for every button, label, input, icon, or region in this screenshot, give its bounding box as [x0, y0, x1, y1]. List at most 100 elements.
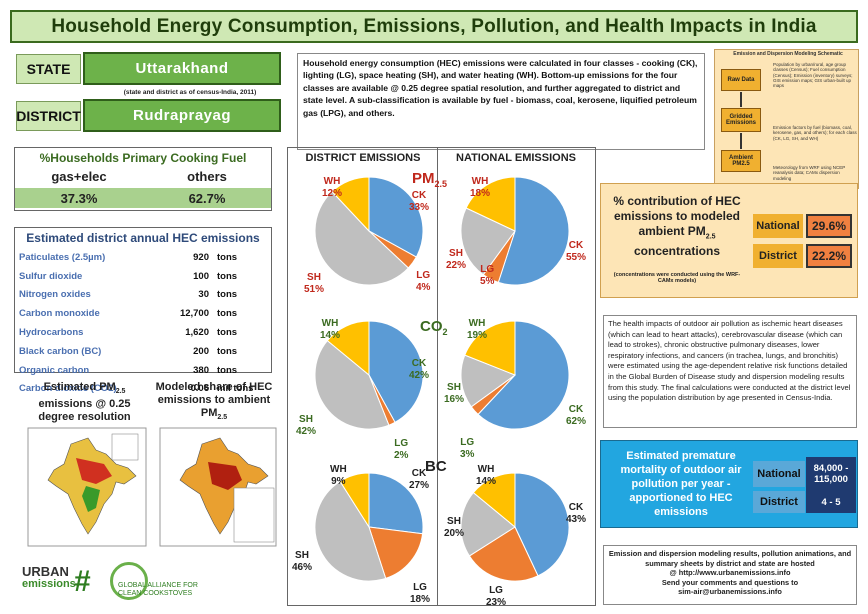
emissions-title: Estimated district annual HEC emissions [26, 231, 260, 245]
pie-label-ck: CK 27% [409, 468, 430, 491]
cooking-fuel-val2: 62.7% [188, 190, 226, 206]
cooking-fuel-val1: 37.3% [60, 190, 98, 206]
emission-row: Carbon monoxide 12,700 tons [19, 304, 267, 323]
contribution-national-value: 29.6% [806, 214, 852, 238]
pie-label-ck: CK 42% [409, 358, 430, 381]
pie-slice-wh [472, 472, 516, 529]
contribution-title: % contribution of HEC emissions to model… [613, 194, 741, 259]
mortality-national-label: National [753, 461, 805, 487]
pie-label-ck: CK 55% [566, 240, 587, 263]
district-emissions-header: DISTRICT EMISSIONS [305, 152, 421, 164]
pm-heading: PM2.5 [412, 170, 448, 189]
pie-label-ck: CK 33% [409, 190, 430, 213]
pie-slice-lg [468, 526, 539, 582]
emission-value: 920 [193, 251, 209, 263]
flowchart-title: Emission and Dispersion Modeling Schemat… [733, 51, 843, 57]
pie-label-lg: LG 2% [394, 438, 409, 461]
contribution-national-label: National [753, 214, 803, 238]
emission-name: Paticulates (2.5µm) [19, 251, 106, 263]
pie-slice-ck [368, 176, 424, 258]
emission-name: Nitrogen oxides [19, 289, 91, 301]
pie-label-lg: LG 3% [460, 437, 475, 460]
emission-row: Carbon dioxide (CO2) 0.06 mil tons [19, 380, 267, 399]
pie-label-sh: SH 42% [296, 414, 317, 437]
pie-slice-ck [477, 320, 570, 430]
pie-slice-sh [314, 190, 410, 286]
emission-unit: tons [217, 364, 238, 376]
emission-name: Organic carbon [19, 364, 90, 376]
emission-name: Black carbon (BC) [19, 345, 102, 357]
national-emissions-header: NATIONAL EMISSIONS [456, 152, 576, 164]
pie-label-wh: WH 12% [322, 176, 343, 199]
cooking-fuel-col2: others [187, 169, 227, 184]
flow-text-1: Population by urban/rural, age group cla… [773, 62, 853, 89]
flow-text-3: Meteorology from WRF using NCEP reanalys… [773, 165, 846, 181]
state-value: Uttarakhand [83, 52, 281, 85]
mortality-panel: Estimated premature mortality of outdoor… [600, 440, 858, 528]
mortality-district-label: District [753, 491, 805, 513]
emission-value: 1,620 [185, 327, 209, 339]
bc-heading: BC [425, 458, 447, 475]
mortality-district-value: 4 - 5 [806, 491, 856, 513]
mortality-national-value: 84,000 - 115,000 [806, 457, 856, 491]
pie-label-sh: SH 51% [304, 272, 325, 295]
emissions-panel: Estimated district annual HEC emissions … [14, 227, 272, 394]
flow-raw-data: Raw Data [721, 69, 761, 91]
pie-label-lg: LG 5% [480, 264, 495, 287]
pie-slice-sh [460, 354, 517, 408]
pie-label-sh: SH 46% [292, 550, 313, 573]
emission-unit: mil tons [217, 383, 254, 395]
emission-row: Nitrogen oxides 30 tons [19, 286, 267, 305]
pie-slice-ck [368, 472, 424, 535]
gacc-logo-text: GLOBAL ALLIANCE FOR CLEAN COOKSTOVES [118, 582, 198, 597]
emission-value: 380 [193, 364, 209, 376]
gacc-logo-icon [110, 562, 148, 600]
pie-label-ck: CK 43% [566, 502, 587, 525]
pie-slice-wh [339, 472, 370, 529]
cooking-fuel-panel: %Households Primary Cooking Fuel gas+ele… [14, 147, 272, 211]
pie-label-sh: SH 20% [444, 516, 465, 539]
health-text: The health impacts of outdoor air pollut… [603, 315, 857, 428]
flow-arrow [740, 133, 742, 149]
page-title: Household Energy Consumption, Emissions,… [10, 10, 858, 43]
intro-text: Household energy consumption (HEC) emiss… [297, 53, 705, 150]
flow-ambient-pm: Ambient PM2.5 [721, 150, 761, 172]
emission-row: Sulfur dioxide 100 tons [19, 267, 267, 286]
urbanemissions-logo: URBAN emissions [22, 564, 76, 590]
pie-label-wh: WH 9% [330, 464, 347, 487]
emission-value: 12,700 [179, 308, 209, 320]
district-value: Rudraprayag [83, 99, 281, 132]
pie-slice-wh [464, 320, 516, 376]
pie-label-lg: LG 18% [410, 582, 431, 605]
hash-logo-icon: # [74, 565, 91, 598]
pie-slice-wh [326, 320, 370, 377]
pie-label-lg: LG 23% [486, 585, 507, 608]
pie-slice-lg [368, 526, 424, 579]
state-label: STATE [16, 54, 81, 84]
contribution-note: (concentrations were conducted using the… [613, 272, 741, 284]
pie-slice-sh [460, 491, 516, 557]
cooking-fuel-title: %Households Primary Cooking Fuel [39, 151, 247, 165]
pie-label-sh: SH 22% [446, 248, 467, 271]
map-left-title: Estimated PM2.5 emissions @ 0.25 degree … [38, 381, 131, 424]
pm-emissions-map [27, 427, 147, 547]
emission-unit: tons [217, 270, 238, 282]
mortality-title: Estimated premature mortality of outdoor… [620, 450, 742, 518]
emission-unit: tons [217, 345, 238, 357]
emission-name: Hydrocarbons [19, 327, 84, 339]
charts-divider [437, 147, 438, 606]
district-label: DISTRICT [16, 101, 81, 131]
contribution-district-label: District [753, 244, 803, 268]
cooking-fuel-col1: gas+elec [51, 169, 107, 184]
pie-slice-ck [368, 320, 424, 424]
pie-slice-wh [465, 176, 516, 232]
pie-label-wh: WH 14% [320, 318, 341, 341]
footer-info: Emission and dispersion modeling results… [603, 545, 857, 605]
flow-gridded-emissions: Gridded Emissions [721, 108, 761, 132]
pie-slice-ck [497, 176, 570, 286]
emission-name: Carbon dioxide (CO2) [19, 383, 117, 395]
emission-row: Organic carbon 380 tons [19, 361, 267, 380]
pie-slice-sh [314, 339, 390, 430]
emission-value: 30 [198, 289, 209, 301]
